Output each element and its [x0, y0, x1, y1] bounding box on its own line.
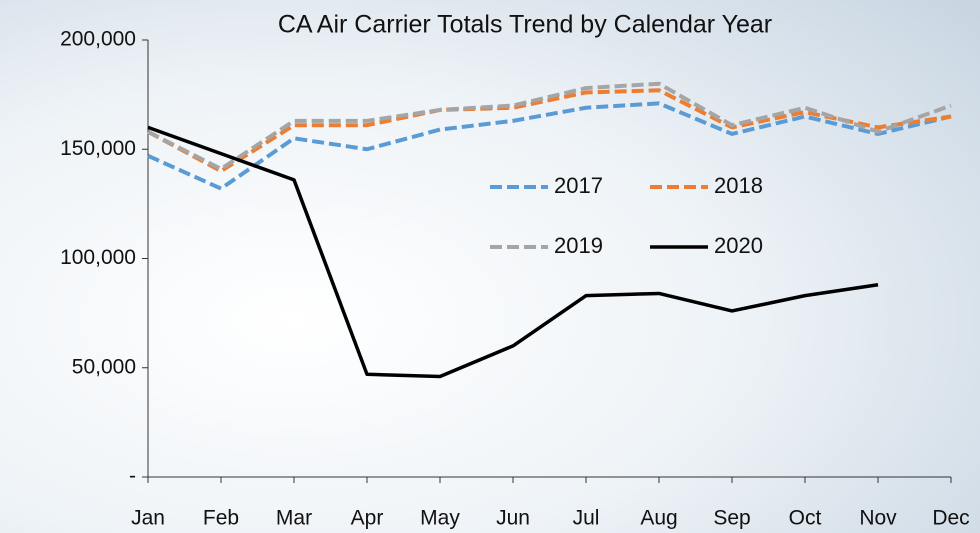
series-line — [147, 81, 952, 171]
legend-label: 2019 — [554, 233, 603, 258]
x-tick-label: May — [420, 507, 460, 530]
x-tick-label: Apr — [351, 507, 384, 530]
x-tick-label: Feb — [203, 507, 239, 530]
x-tick-label: Aug — [640, 507, 677, 530]
y-tick-label: 100,000 — [60, 246, 136, 269]
series-line — [147, 88, 952, 174]
x-tick-label: Nov — [859, 507, 897, 530]
x-tick-label: Jan — [131, 507, 165, 530]
y-tick-label: - — [129, 465, 136, 488]
x-tick-label: Mar — [276, 507, 312, 530]
y-tick-label: 150,000 — [60, 137, 136, 160]
chart-title: CA Air Carrier Totals Trend by Calendar … — [278, 11, 772, 39]
legend-label: 2017 — [554, 173, 603, 198]
x-tick-label: Sep — [713, 507, 750, 530]
x-tick-label: Oct — [789, 507, 822, 530]
y-tick-label: 50,000 — [72, 355, 136, 378]
y-tick-label: 200,000 — [60, 28, 136, 51]
x-tick-label: Jul — [573, 507, 600, 530]
series-line — [147, 101, 952, 191]
legend-label: 2018 — [714, 173, 763, 198]
series-line — [147, 125, 879, 379]
x-tick-label: Dec — [932, 507, 969, 530]
x-tick-label: Jun — [496, 507, 530, 530]
legend-label: 2020 — [714, 233, 763, 258]
